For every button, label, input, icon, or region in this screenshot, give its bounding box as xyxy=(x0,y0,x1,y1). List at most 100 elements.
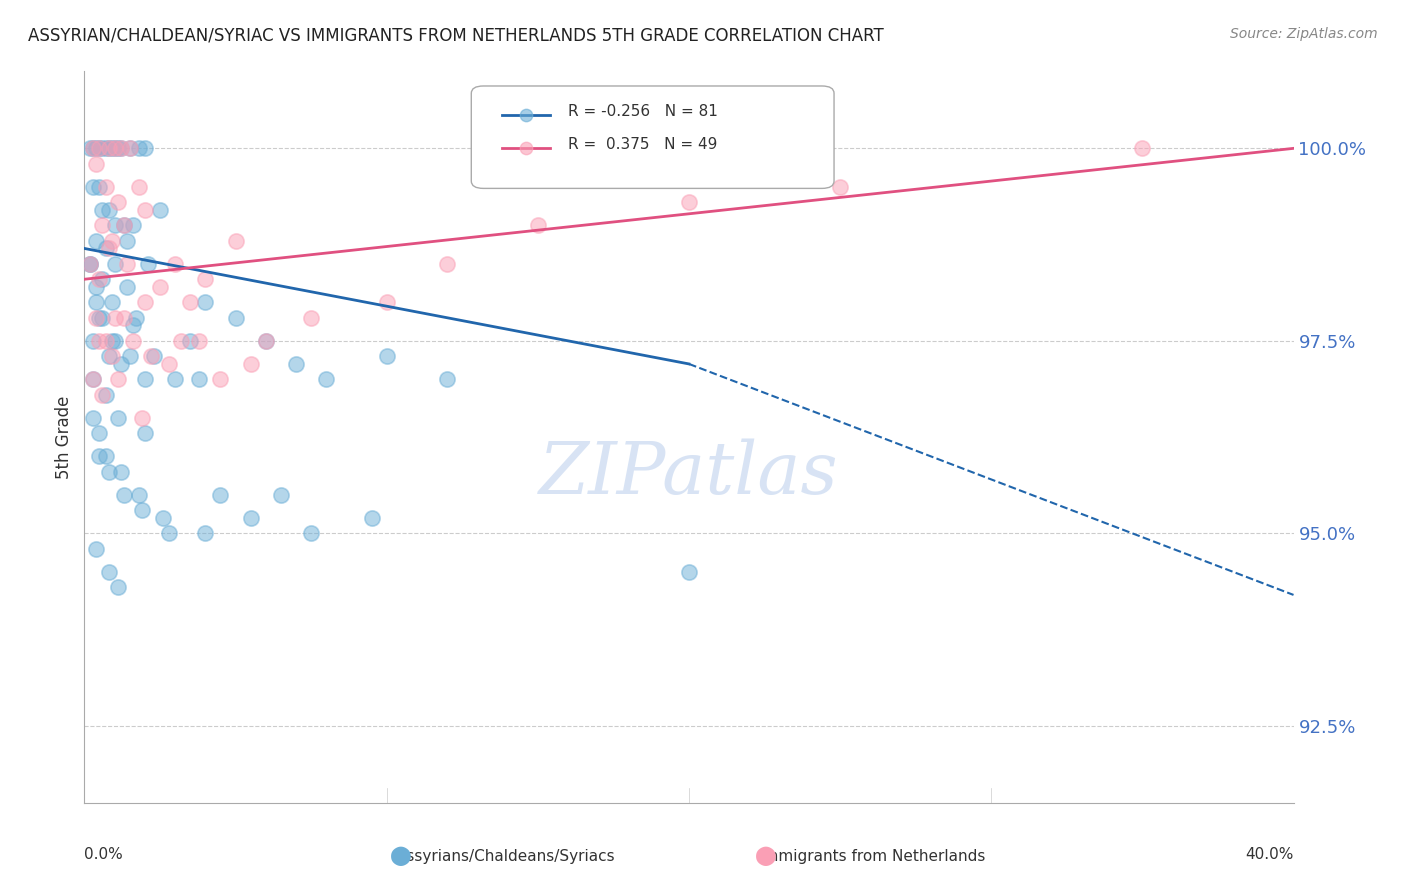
Point xyxy=(86,310,108,325)
Text: R = -0.256   N = 81: R = -0.256 N = 81 xyxy=(568,104,718,120)
Point xyxy=(107,195,129,210)
Point xyxy=(86,157,108,171)
Point xyxy=(104,257,127,271)
Point xyxy=(1132,141,1154,155)
Point xyxy=(86,234,108,248)
Point xyxy=(179,334,201,348)
Point xyxy=(128,179,150,194)
Point xyxy=(118,141,141,155)
Point xyxy=(100,349,122,363)
Point xyxy=(110,141,132,155)
Point xyxy=(91,202,114,217)
Point xyxy=(97,465,120,479)
Text: Source: ZipAtlas.com: Source: ZipAtlas.com xyxy=(1230,27,1378,41)
Point xyxy=(299,526,322,541)
Point xyxy=(89,141,111,155)
Text: R =  0.375   N = 49: R = 0.375 N = 49 xyxy=(568,137,717,152)
Point xyxy=(270,488,292,502)
Point xyxy=(91,219,114,233)
Point xyxy=(188,372,211,386)
Point xyxy=(97,242,120,256)
Point xyxy=(86,280,108,294)
Point xyxy=(107,372,129,386)
Point xyxy=(89,141,111,155)
Point xyxy=(360,511,382,525)
Point xyxy=(149,280,172,294)
Y-axis label: 5th Grade: 5th Grade xyxy=(55,395,73,479)
Point xyxy=(94,334,117,348)
Point xyxy=(89,334,111,348)
Point xyxy=(131,503,153,517)
Point xyxy=(82,410,104,425)
Text: Assyrians/Chaldeans/Syriacs: Assyrians/Chaldeans/Syriacs xyxy=(396,849,616,863)
Point xyxy=(91,310,114,325)
Point xyxy=(239,357,262,371)
Point xyxy=(91,388,114,402)
Point xyxy=(128,141,150,155)
Point xyxy=(527,219,550,233)
Point xyxy=(97,202,120,217)
Text: 40.0%: 40.0% xyxy=(1246,847,1294,862)
Point xyxy=(100,295,122,310)
Point xyxy=(104,219,127,233)
Point xyxy=(82,334,104,348)
Point xyxy=(97,141,120,155)
Point xyxy=(179,295,201,310)
Point xyxy=(134,141,156,155)
Point xyxy=(112,310,135,325)
Point xyxy=(104,310,127,325)
Point xyxy=(209,488,232,502)
Point xyxy=(100,141,122,155)
Point xyxy=(254,334,277,348)
Point xyxy=(100,334,122,348)
Point xyxy=(152,511,174,525)
Point xyxy=(375,349,398,363)
Point xyxy=(110,357,132,371)
Point xyxy=(79,257,101,271)
Point xyxy=(107,141,129,155)
Point xyxy=(82,372,104,386)
Point xyxy=(170,334,193,348)
Point xyxy=(94,242,117,256)
Text: ⬤: ⬤ xyxy=(389,847,412,866)
Point xyxy=(121,219,143,233)
Point xyxy=(104,141,127,155)
Point xyxy=(82,372,104,386)
Point xyxy=(254,334,277,348)
Point xyxy=(194,295,217,310)
Point xyxy=(830,179,852,194)
Point xyxy=(89,179,111,194)
Point xyxy=(239,511,262,525)
Point xyxy=(115,257,138,271)
Point xyxy=(188,334,211,348)
Point xyxy=(142,349,165,363)
Point xyxy=(89,426,111,441)
Point xyxy=(121,334,143,348)
Point xyxy=(79,141,101,155)
Point xyxy=(157,526,180,541)
Point xyxy=(112,219,135,233)
FancyBboxPatch shape xyxy=(471,86,834,188)
Point xyxy=(225,310,247,325)
Point xyxy=(79,257,101,271)
Point xyxy=(104,334,127,348)
Point xyxy=(97,565,120,579)
Point xyxy=(128,488,150,502)
Point xyxy=(91,272,114,286)
Point xyxy=(110,141,132,155)
Point xyxy=(86,541,108,556)
Point xyxy=(112,219,135,233)
Point xyxy=(82,141,104,155)
Point xyxy=(285,357,308,371)
Point xyxy=(194,526,217,541)
Point xyxy=(89,310,111,325)
Point xyxy=(131,410,153,425)
Point xyxy=(104,141,127,155)
Point xyxy=(134,295,156,310)
Point xyxy=(157,357,180,371)
Point xyxy=(299,310,322,325)
Point xyxy=(97,349,120,363)
Point xyxy=(82,141,104,155)
Point xyxy=(94,141,117,155)
Point xyxy=(107,410,129,425)
